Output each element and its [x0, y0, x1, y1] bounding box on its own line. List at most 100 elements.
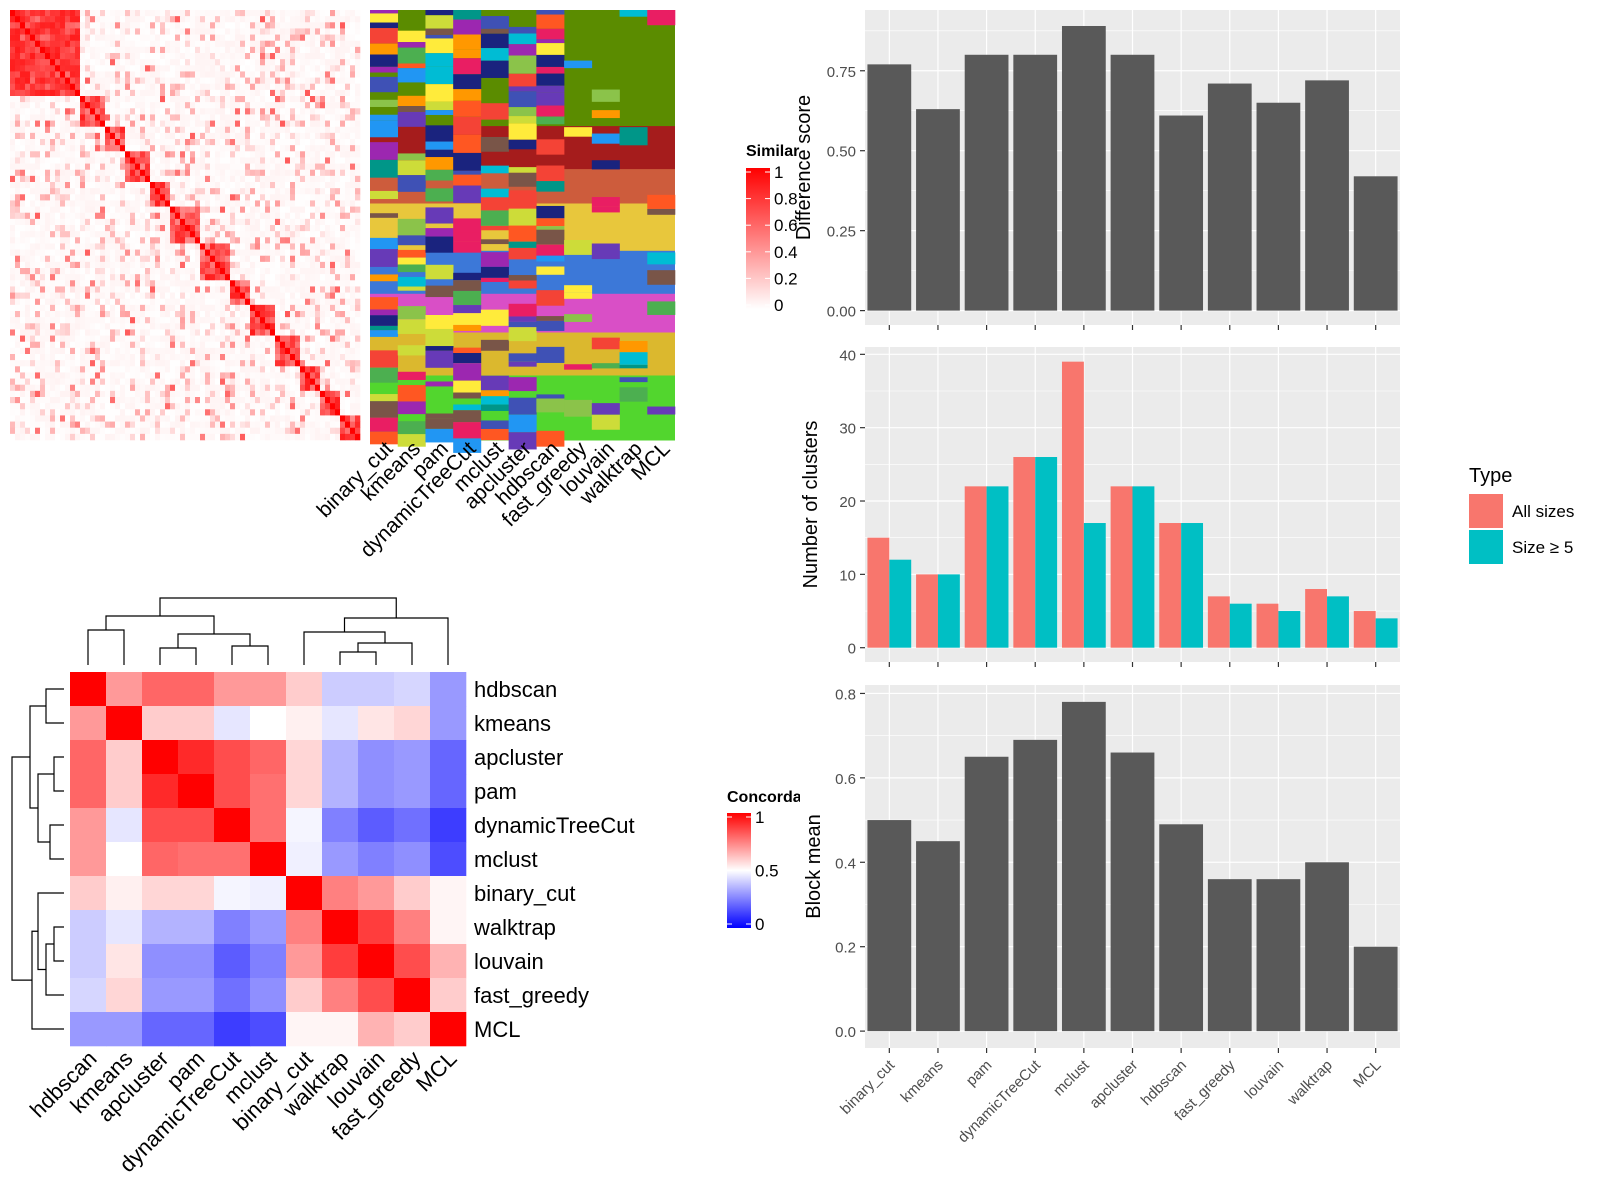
similarity-cell — [15, 372, 21, 379]
similarity-cell — [75, 34, 81, 42]
cluster-segment — [370, 10, 399, 14]
similarity-cell — [90, 188, 96, 195]
similarity-cell — [270, 126, 276, 134]
similarity-cell — [180, 212, 186, 220]
similarity-cell — [160, 225, 166, 232]
similarity-cell — [300, 145, 306, 152]
similarity-cell — [20, 212, 26, 220]
similarity-cell — [345, 71, 351, 78]
similarity-cell — [55, 126, 61, 134]
similarity-cell — [170, 151, 176, 158]
similarity-cell — [65, 145, 71, 152]
similarity-cell — [10, 83, 16, 91]
similarity-cell — [240, 77, 246, 85]
similarity-cell — [205, 403, 211, 410]
cluster-segment — [397, 249, 426, 258]
similarity-cell — [270, 249, 276, 257]
similarity-cell — [305, 53, 311, 60]
similarity-cell — [165, 102, 171, 109]
similarity-cell — [155, 311, 161, 318]
similarity-cell — [155, 433, 161, 441]
similarity-cell — [25, 335, 31, 343]
similarity-cell — [70, 40, 76, 48]
similarity-cell — [160, 28, 166, 35]
similarity-cell — [140, 175, 146, 183]
similarity-cell — [45, 145, 51, 152]
similarity-cell — [50, 403, 56, 410]
similarity-cell — [20, 22, 26, 29]
similarity-cell — [320, 120, 326, 128]
similarity-cell — [345, 384, 351, 392]
similarity-cell — [140, 53, 146, 60]
similarity-cell — [70, 169, 76, 177]
similarity-cell — [215, 274, 221, 281]
similarity-cell — [240, 40, 246, 48]
similarity-cell — [60, 77, 66, 85]
similarity-cell — [290, 360, 296, 367]
similarity-cell — [155, 200, 161, 207]
similarity-cell — [35, 403, 41, 410]
similarity-cell — [140, 225, 146, 232]
similarity-cell — [350, 261, 356, 269]
similarity-cell — [300, 409, 306, 416]
similarity-cell — [125, 268, 131, 275]
similarity-cell — [120, 366, 126, 373]
similarity-cell — [255, 89, 261, 97]
similarity-cell — [250, 218, 256, 226]
similarity-cell — [50, 433, 56, 441]
similarity-cell — [80, 175, 86, 183]
similarity-cell — [265, 126, 271, 134]
similarity-cell — [285, 200, 291, 207]
similarity-cell — [225, 16, 231, 23]
similarity-cell — [230, 372, 236, 379]
similarity-cell — [90, 225, 96, 232]
similarity-cell — [200, 231, 206, 238]
similarity-cell — [85, 182, 91, 189]
similarity-cell — [190, 286, 196, 293]
similarity-cell — [325, 329, 331, 336]
similarity-cell — [75, 311, 81, 318]
similarity-cell — [225, 378, 231, 386]
similarity-cell — [315, 274, 321, 281]
similarity-cell — [155, 249, 161, 257]
similarity-cell — [295, 372, 301, 379]
similarity-cell — [125, 231, 131, 238]
similarity-cell — [340, 77, 346, 85]
similarity-cell — [60, 403, 66, 410]
similarity-cell — [125, 71, 131, 78]
similarity-cell — [185, 16, 191, 23]
similarity-cell — [335, 108, 341, 115]
similarity-cell — [150, 108, 156, 115]
similarity-cell — [245, 409, 251, 416]
similarity-cell — [30, 200, 36, 207]
similarity-cell — [90, 298, 96, 306]
similarity-cell — [110, 317, 116, 324]
similarity-cell — [150, 126, 156, 134]
similarity-cell — [80, 255, 86, 263]
similarity-cell — [250, 200, 256, 207]
similarity-cell — [230, 304, 236, 312]
similarity-cell — [50, 108, 56, 115]
similarity-cell — [200, 139, 206, 146]
similarity-cell — [30, 206, 36, 214]
similarity-cell — [340, 206, 346, 214]
similarity-cell — [335, 249, 341, 257]
similarity-cell — [355, 341, 361, 349]
similarity-cell — [125, 212, 131, 220]
similarity-cell — [50, 360, 56, 367]
similarity-cell — [155, 335, 161, 343]
similarity-cell — [60, 145, 66, 152]
similarity-cell — [160, 280, 166, 287]
similarity-cell — [35, 378, 41, 386]
similarity-cell — [180, 206, 186, 214]
similarity-cell — [145, 280, 151, 287]
similarity-cell — [205, 126, 211, 134]
similarity-cell — [50, 347, 56, 355]
similarity-cell — [245, 108, 251, 115]
cluster-segment — [397, 319, 426, 334]
similarity-cell — [270, 102, 276, 109]
similarity-cell — [235, 102, 241, 109]
similarity-cell — [235, 311, 241, 318]
similarity-cell — [285, 206, 291, 214]
similarity-cell — [110, 286, 116, 293]
